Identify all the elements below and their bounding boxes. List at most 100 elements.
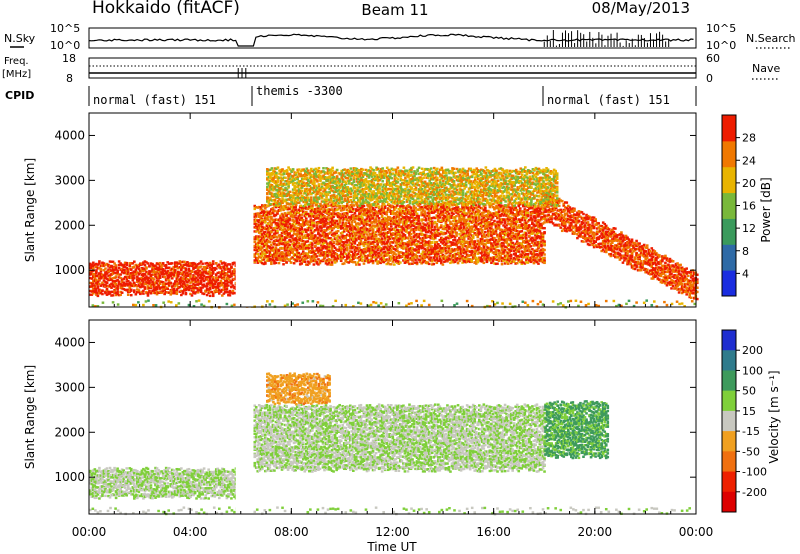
heatmap-cell: [171, 277, 174, 279]
heatmap-cell: [335, 220, 338, 222]
heatmap-cell: [215, 262, 218, 264]
heatmap-cell: [106, 288, 109, 290]
heatmap-cell: [116, 270, 119, 272]
heatmap-cell: [395, 217, 398, 219]
heatmap-cell: [329, 259, 332, 261]
heatmap-cell: [317, 228, 320, 230]
heatmap-cell: [115, 264, 118, 266]
heatmap-cell: [419, 222, 422, 224]
heatmap-cell: [476, 240, 479, 242]
date-title: 08/May/2013: [592, 0, 690, 17]
heatmap-cell: [135, 293, 138, 295]
heatmap-cell: [101, 290, 104, 292]
heatmap-cell: [381, 237, 384, 239]
freq-unit-label: [MHz]: [2, 69, 31, 80]
heatmap-cell: [472, 234, 475, 236]
heatmap-cell: [133, 266, 136, 268]
heatmap-cell: [227, 284, 230, 286]
heatmap-cell: [264, 221, 267, 223]
heatmap-cell: [253, 241, 256, 243]
cpid-segment-1: normal (fast) 151: [93, 93, 216, 107]
heatmap-cell: [229, 294, 232, 296]
heatmap-cell: [215, 274, 218, 276]
heatmap-cell: [188, 279, 191, 281]
heatmap-cell: [463, 248, 466, 250]
heatmap-cell: [329, 231, 332, 233]
heatmap-cell: [150, 292, 153, 294]
heatmap-cell: [344, 236, 347, 238]
heatmap-cell: [417, 235, 420, 237]
heatmap-cell: [407, 237, 410, 239]
heatmap-cell: [483, 233, 486, 235]
heatmap-cell: [496, 262, 499, 264]
heatmap-cell: [290, 261, 293, 263]
heatmap-cell: [302, 219, 305, 221]
heatmap-cell: [429, 256, 432, 258]
heatmap-cell: [417, 215, 420, 217]
heatmap-cell: [361, 259, 364, 261]
heatmap-cell: [416, 261, 419, 263]
heatmap-cell: [423, 251, 426, 253]
heatmap-cell: [307, 240, 310, 242]
heatmap-cell: [363, 205, 366, 207]
heatmap-cell: [439, 216, 442, 218]
heatmap-cell: [270, 244, 273, 246]
heatmap-cell: [98, 262, 101, 264]
heatmap-cell: [172, 288, 175, 290]
heatmap-cell: [297, 252, 300, 254]
heatmap-cell: [206, 294, 209, 296]
heatmap-cell: [230, 275, 233, 277]
heatmap-cell: [332, 216, 335, 218]
heatmap-cell: [273, 210, 276, 212]
heatmap-cell: [267, 229, 270, 231]
heatmap-cell: [470, 228, 473, 230]
heatmap-cell: [492, 260, 495, 262]
heatmap-cell: [343, 262, 346, 264]
heatmap-cell: [344, 223, 347, 225]
heatmap-cell: [226, 288, 229, 290]
heatmap-cell: [423, 210, 426, 212]
heatmap-cell: [357, 226, 360, 228]
radar-summary-plot: Hokkaido (fitACF) Beam 11 08/May/2013 N.…: [0, 0, 800, 554]
heatmap-cell: [411, 251, 414, 253]
heatmap-cell: [209, 288, 212, 290]
heatmap-cell: [370, 252, 373, 254]
heatmap-cell: [354, 220, 357, 222]
heatmap-cell: [467, 222, 470, 224]
heatmap-cell: [405, 222, 408, 224]
heatmap-cell: [425, 217, 428, 219]
heatmap-cell: [408, 240, 411, 242]
heatmap-cell: [109, 276, 112, 278]
heatmap-cell: [492, 229, 495, 231]
heatmap-cell: [437, 229, 440, 231]
heatmap-cell: [92, 267, 95, 269]
heatmap-cell: [420, 206, 423, 208]
heatmap-cell: [416, 213, 419, 215]
heatmap-cell: [445, 232, 448, 234]
heatmap-cell: [230, 266, 233, 268]
heatmap-cell: [282, 263, 285, 265]
heatmap-cell: [106, 281, 109, 283]
heatmap-cell: [435, 223, 438, 225]
heatmap-cell: [338, 219, 341, 221]
heatmap-cell: [156, 288, 159, 290]
heatmap-cell: [300, 262, 303, 264]
heatmap-cell: [303, 261, 306, 263]
heatmap-cell: [101, 293, 104, 295]
heatmap-cell: [396, 204, 399, 206]
heatmap-cell: [125, 262, 128, 264]
nave-tick-bottom: 0: [706, 72, 713, 85]
heatmap-cell: [379, 254, 382, 256]
heatmap-cell: [410, 206, 413, 208]
station-title: Hokkaido (fitACF): [92, 0, 240, 18]
heatmap-cell: [484, 231, 487, 233]
heatmap-cell: [264, 207, 267, 209]
heatmap-cell: [272, 207, 275, 209]
heatmap-cell: [168, 279, 171, 281]
heatmap-cell: [414, 228, 417, 230]
heatmap-cell: [489, 206, 492, 208]
freq-tick-top: 18: [62, 52, 76, 65]
heatmap-cell: [393, 239, 396, 241]
heatmap-cell: [191, 294, 194, 296]
heatmap-cell: [435, 255, 438, 257]
